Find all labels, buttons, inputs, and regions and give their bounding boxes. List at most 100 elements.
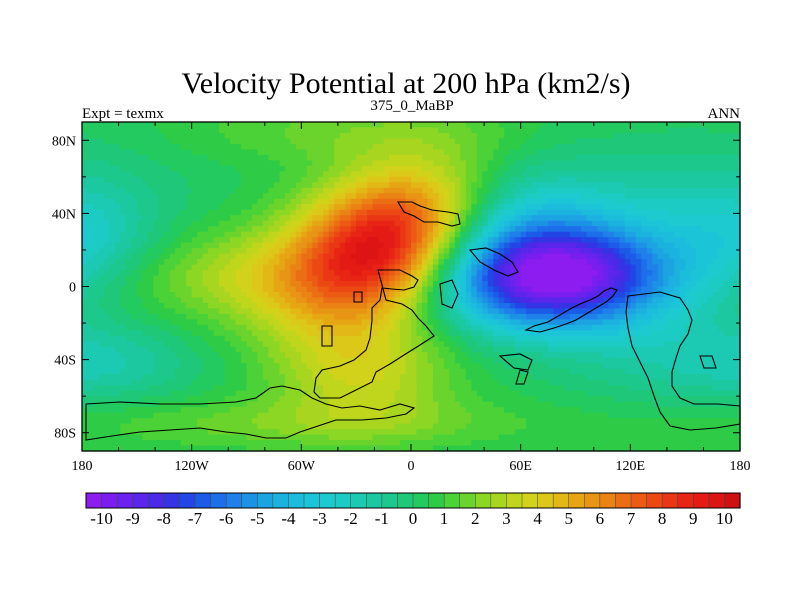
field-cell [729,193,736,200]
field-cell [586,171,593,178]
field-cell [158,330,165,337]
field-cell [257,143,264,151]
field-cell [690,297,697,304]
field-cell [504,226,511,233]
field-cell [306,324,313,331]
field-cell [114,242,121,249]
field-cell [202,127,209,134]
field-cell [520,165,527,172]
field-cell [674,302,681,310]
field-cell [295,248,302,255]
field-cell [356,231,363,238]
field-cell [109,220,116,227]
field-cell [356,165,363,172]
field-cell [432,160,440,167]
field-cell [230,324,237,331]
field-cell [718,297,725,304]
field-cell [158,302,165,310]
field-cell [663,313,670,320]
field-cell [602,319,609,326]
field-cell [668,176,675,183]
field-cell [383,308,390,315]
field-cell [498,171,505,178]
field-cell [213,270,220,277]
field-cell [427,193,434,200]
field-cell [729,237,736,244]
field-cell [624,308,631,315]
field-cell [268,215,275,222]
field-cell [476,297,483,304]
field-cell [180,319,187,326]
field-cell [405,149,412,156]
field-cell [613,176,620,183]
field-cell [241,237,248,244]
field-cell [586,220,593,227]
field-cell [734,176,741,183]
field-cell [690,171,697,178]
field-cell [602,297,609,304]
field-cell [361,193,368,200]
field-cell [454,143,461,151]
field-cell [317,132,324,140]
field-cell [394,319,401,326]
field-cell [723,330,730,337]
field-cell [723,154,730,161]
field-cell [575,259,582,266]
field-cell [251,138,259,145]
field-cell [202,313,209,320]
field-cell [652,297,659,304]
field-cell [416,198,423,205]
field-cell [482,165,489,172]
field-cell [597,209,604,216]
field-cell [591,259,599,266]
field-cell [175,324,182,331]
field-cell [92,281,100,288]
field-cell [219,204,226,211]
field-cell [175,149,182,156]
field-cell [339,138,346,145]
field-cell [383,187,390,194]
field-cell [361,138,368,145]
field-cell [553,154,560,161]
field-cell [597,242,604,249]
field-cell [597,138,604,145]
field-cell [301,275,308,282]
field-cell [641,182,648,189]
field-cell [652,220,659,227]
field-cell [619,330,626,337]
field-cell [92,313,100,320]
field-cell [213,154,220,161]
field-cell [526,160,533,167]
field-cell [674,341,681,348]
field-cell [559,154,566,161]
field-cell [641,341,648,348]
field-cell [564,160,571,167]
field-cell [290,231,297,238]
field-cell [219,176,226,183]
field-cell [482,302,489,310]
field-cell [262,154,270,161]
field-cell [718,226,725,233]
field-cell [509,193,516,200]
field-cell [356,319,363,326]
field-cell [114,259,121,266]
field-cell [312,220,319,227]
field-cell [454,281,461,288]
field-cell [493,237,500,244]
field-cell [630,231,637,238]
field-cell [361,171,368,178]
field-cell [427,330,434,337]
field-cell [136,291,143,299]
field-cell [372,187,379,194]
field-cell [405,297,412,304]
field-cell [268,226,275,233]
field-cell [323,237,330,244]
field-cell [356,346,363,353]
field-cell [729,204,736,211]
field-cell [98,220,105,227]
field-cell [147,237,154,244]
field-cell [202,319,209,326]
field-cell [213,302,220,310]
field-cell [114,176,121,183]
field-cell [646,335,653,342]
